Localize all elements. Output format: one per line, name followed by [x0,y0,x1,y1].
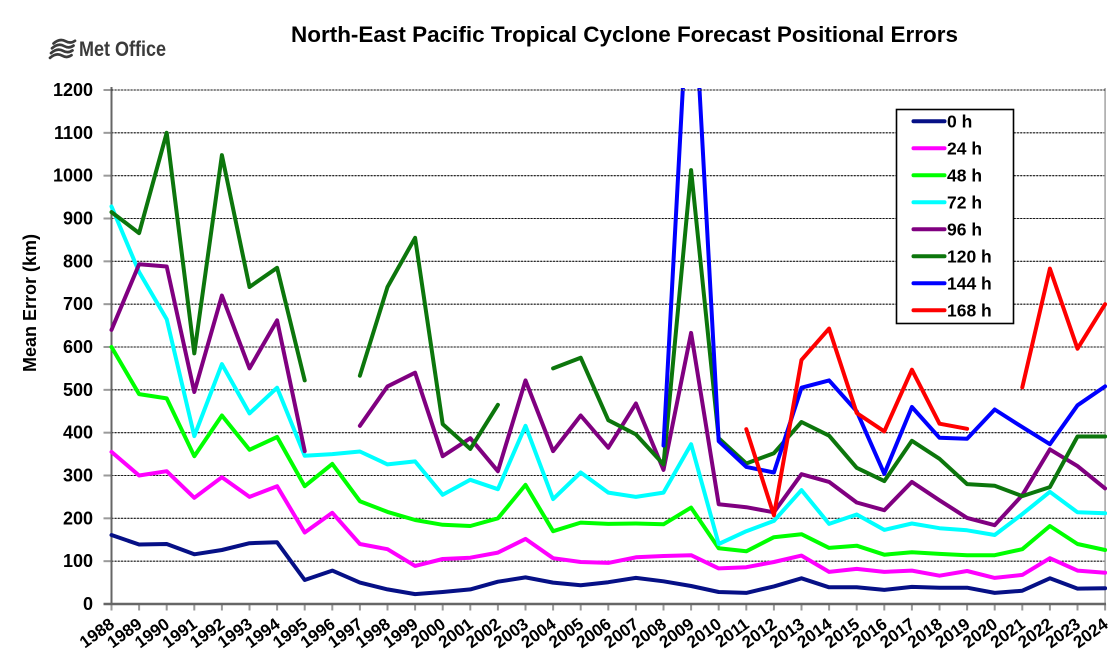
svg-text:72 h: 72 h [947,192,982,212]
svg-text:168 h: 168 h [947,300,992,320]
svg-text:700: 700 [63,294,93,314]
svg-text:96 h: 96 h [947,219,982,239]
svg-text:North-East Pacific Tropical Cy: North-East Pacific Tropical Cyclone Fore… [291,22,958,47]
svg-text:800: 800 [63,251,93,271]
svg-text:1000: 1000 [53,166,93,186]
svg-text:Met Office: Met Office [79,38,166,61]
svg-text:600: 600 [63,337,93,357]
svg-text:1100: 1100 [54,123,93,143]
svg-text:400: 400 [63,423,93,443]
svg-text:500: 500 [63,380,93,400]
svg-text:200: 200 [63,508,93,528]
svg-text:48 h: 48 h [947,165,982,185]
svg-text:24 h: 24 h [947,138,982,158]
svg-text:0 h: 0 h [947,111,972,131]
svg-text:1200: 1200 [53,80,93,100]
svg-text:0: 0 [83,594,93,614]
svg-text:300: 300 [63,466,93,486]
svg-text:Mean Error (km): Mean Error (km) [20,234,40,372]
svg-text:120 h: 120 h [947,246,992,266]
svg-text:100: 100 [63,551,93,571]
svg-text:900: 900 [63,209,93,229]
svg-text:144 h: 144 h [947,273,992,293]
